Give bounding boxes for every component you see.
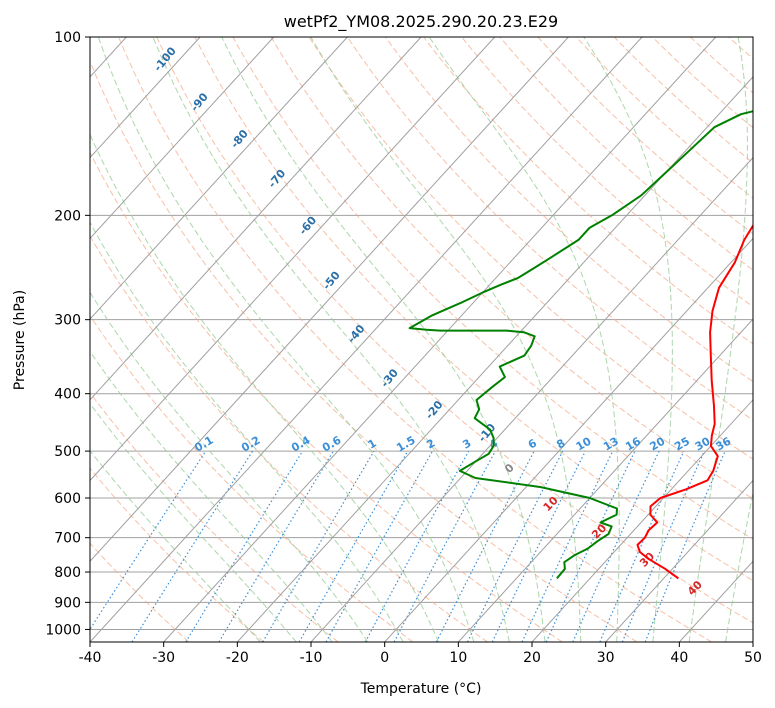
isotherm-line <box>384 237 753 642</box>
x-tick-label: 20 <box>523 650 541 666</box>
mixing-ratio-line <box>218 450 334 642</box>
dry-adiabat <box>90 235 488 642</box>
mixing-ratio-line <box>621 450 705 642</box>
mixing-ratio-line <box>325 450 434 642</box>
y-tick-label: 500 <box>54 444 81 460</box>
plot-frame <box>89 36 754 643</box>
moist-adiabat <box>688 37 748 642</box>
dry-adiabat <box>90 467 264 642</box>
isotherm-line <box>90 37 496 482</box>
chart-title: wetPf2_YM08.2025.290.20.23.E29 <box>284 12 558 32</box>
mixing-ratio-line <box>298 450 409 642</box>
moist-adiabat <box>152 37 510 642</box>
mixing-ratio-line <box>572 450 660 642</box>
axes: -40 -30 -20 -10 0 10 20 30 40 50 100 200 300 400 500 60… <box>45 30 762 666</box>
y-axis-label: Pressure (hPa) <box>12 290 28 390</box>
y-tick-label: 600 <box>54 491 81 507</box>
moist-adiabat <box>90 291 369 642</box>
dry-adiabat <box>194 37 753 582</box>
profile-series <box>408 110 753 580</box>
dry-adiabat <box>613 37 753 164</box>
moist-adiabat <box>428 37 620 642</box>
y-tick-label: 400 <box>54 387 81 403</box>
isotherm-line <box>90 37 569 563</box>
x-tick-label: 30 <box>597 650 615 666</box>
y-tick-label: 700 <box>54 531 81 547</box>
moist-adiabat <box>97 37 475 642</box>
x-tick-label: -30 <box>152 650 175 666</box>
x-tick-label: -10 <box>300 650 323 666</box>
y-tick-label: 1000 <box>45 622 81 638</box>
moist-adiabat <box>90 221 404 642</box>
dry-adiabat <box>90 151 563 642</box>
x-tick-label: 40 <box>670 650 688 666</box>
dry-adiabat <box>385 37 753 383</box>
mixing-ratio-line <box>131 450 254 642</box>
y-tick-label: 900 <box>54 595 81 611</box>
dry-adiabat <box>423 37 753 345</box>
dry-adiabat <box>90 391 339 642</box>
x-tick-label: -20 <box>226 650 249 666</box>
x-tick-label: 10 <box>449 650 467 666</box>
dry-adiabat <box>232 37 753 540</box>
isotherm-line <box>90 37 348 320</box>
isotherm-line <box>605 479 753 642</box>
moist-adiabat <box>90 133 439 642</box>
moist-adiabat <box>221 37 546 642</box>
isotherm-line <box>310 156 753 642</box>
dry-adiabat <box>156 37 753 624</box>
dry-adiabat <box>90 60 638 642</box>
background-lines <box>90 37 753 642</box>
isotherm-line <box>90 37 643 642</box>
x-tick-label: -40 <box>79 650 102 666</box>
mixing-ratio-line <box>185 450 304 642</box>
moist-adiabat <box>90 449 261 642</box>
isotherm-line <box>457 318 753 642</box>
x-tick-label: 0 <box>380 650 389 666</box>
dewpoint-profile-line <box>408 110 753 580</box>
temperature-profile-line <box>636 223 753 580</box>
x-axis-label: Temperature (°C) <box>360 681 482 697</box>
mixing-ratio-line <box>521 450 614 642</box>
isotherm-line <box>163 37 717 642</box>
mixing-ratio-line <box>644 450 726 642</box>
mixing-ratio-line <box>364 450 470 642</box>
x-tick-label: 50 <box>744 650 762 666</box>
isotherm-line <box>90 37 422 401</box>
y-tick-label: 100 <box>54 30 81 46</box>
moist-adiabat <box>583 37 673 642</box>
dry-adiabat <box>270 37 753 500</box>
dry-adiabat <box>118 37 712 642</box>
isotherm-line <box>90 37 201 159</box>
mixing-ratio-line <box>491 450 586 642</box>
dry-adiabat <box>90 314 414 642</box>
isotherm-line <box>531 399 753 642</box>
mixing-ratio-line <box>262 450 375 642</box>
isotherm-line <box>236 76 753 642</box>
y-tick-label: 300 <box>54 313 81 329</box>
y-tick-label: 200 <box>54 208 81 224</box>
y-tick-label: 800 <box>54 565 81 581</box>
isotherm-line <box>90 37 275 240</box>
